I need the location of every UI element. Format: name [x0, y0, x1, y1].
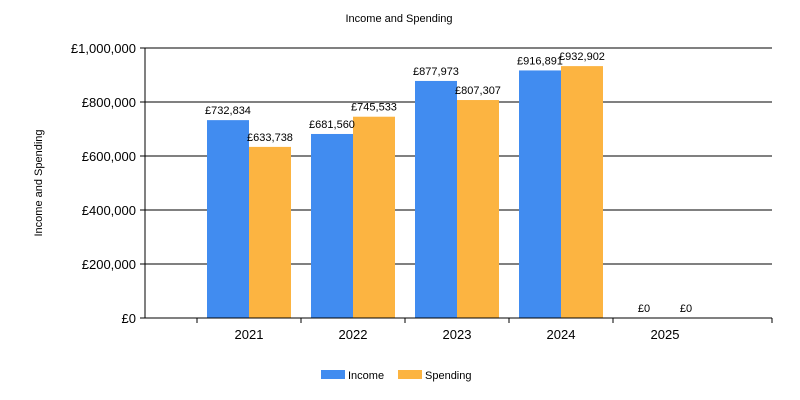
x-tick-labels: 2021 2022 2023 2024 2025 [235, 327, 680, 342]
x-tick-label: 2021 [235, 327, 264, 342]
bar-income-2024 [519, 70, 561, 319]
y-tick-label: £400,000 [82, 203, 136, 218]
bar-spending-2024 [561, 66, 603, 319]
chart-title: Income and Spending [345, 13, 452, 25]
legend-swatch-spending [398, 370, 422, 379]
x-tick-label: 2023 [443, 327, 472, 342]
bar-spending-2021 [249, 146, 291, 318]
x-tick-label: 2025 [651, 327, 680, 342]
data-labels: £732,834 £633,738 £681,560 £745,533 £877,973… [205, 51, 692, 315]
data-label-spending-2024: £932,902 [559, 51, 605, 63]
bar-spending-2023 [457, 100, 499, 319]
bar-income-2023 [415, 80, 457, 318]
x-tick-label: 2024 [547, 327, 576, 342]
data-label-income-2022: £681,560 [309, 119, 355, 131]
bars [207, 66, 603, 319]
data-label-income-2024: £916,891 [517, 55, 563, 67]
data-label-spending-2025: £0 [680, 303, 692, 315]
legend-label-income: Income [348, 370, 384, 382]
bar-income-2021 [207, 120, 249, 318]
y-tick-label: £600,000 [82, 149, 136, 164]
axes [140, 47, 773, 323]
bar-income-2022 [311, 133, 353, 318]
data-label-spending-2023: £807,307 [455, 85, 501, 97]
y-axis-label: Income and Spending [33, 129, 45, 236]
legend: Income Spending [321, 370, 472, 382]
data-label-income-2025: £0 [638, 303, 650, 315]
x-tick-label: 2022 [339, 327, 368, 342]
y-tick-labels: £0 £200,000 £400,000 £600,000 £800,000 £1,000… [71, 41, 136, 326]
y-tick-label: £0 [122, 311, 136, 326]
legend-label-spending: Spending [425, 370, 472, 382]
data-label-spending-2021: £633,738 [247, 132, 293, 144]
data-label-income-2023: £877,973 [413, 66, 459, 78]
y-tick-label: £200,000 [82, 257, 136, 272]
data-label-income-2021: £732,834 [205, 105, 251, 117]
data-label-spending-2022: £745,533 [351, 102, 397, 114]
bar-spending-2022 [353, 116, 395, 319]
y-tick-label: £800,000 [82, 95, 136, 110]
y-tick-label: £1,000,000 [71, 41, 136, 56]
legend-swatch-income [321, 370, 345, 379]
